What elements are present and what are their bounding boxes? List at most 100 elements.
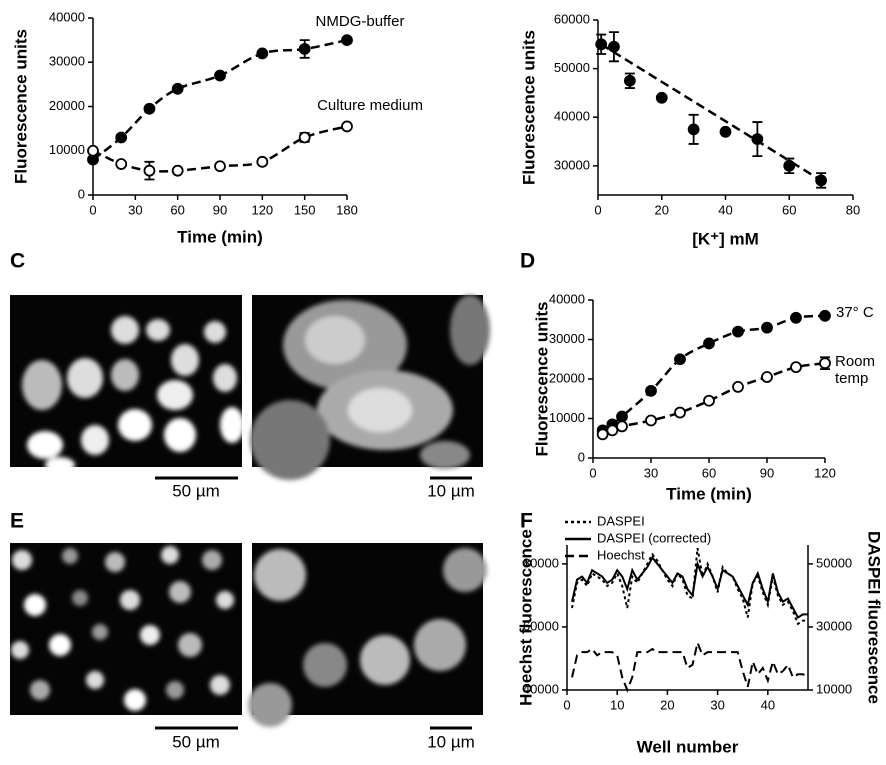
- data-point: [645, 414, 657, 427]
- data-point: [115, 158, 128, 170]
- panel-label: C: [10, 250, 25, 273]
- x-tick-label: 0: [589, 465, 596, 480]
- panel-label: D: [520, 250, 535, 273]
- x-axis-label: Time (min): [666, 484, 752, 503]
- y-tick-label: 0: [78, 186, 85, 201]
- data-point: [783, 159, 796, 172]
- x-tick-label: 80: [846, 202, 860, 217]
- x-tick-label: 90: [213, 202, 227, 217]
- series-label: Room temp: [835, 353, 876, 387]
- x-axis-label: [K⁺] mM: [692, 229, 759, 248]
- y-tick-label: 10000: [49, 142, 85, 157]
- data-point: [703, 394, 715, 407]
- data-point: [732, 325, 744, 338]
- panel-label: E: [10, 510, 24, 533]
- x-tick-label: 0: [594, 202, 601, 217]
- data-point: [87, 144, 99, 157]
- data-point: [751, 133, 764, 145]
- series-line: [571, 639, 809, 693]
- data-point: [171, 82, 184, 95]
- x-tick-label: 120: [251, 202, 273, 217]
- series-label: NMDG-buffer: [316, 13, 405, 30]
- data-point: [674, 353, 686, 366]
- data-point: [655, 91, 668, 104]
- data-point: [819, 309, 831, 322]
- x-axis-label: Time (min): [177, 227, 263, 246]
- x-tick-label: 40: [718, 202, 732, 217]
- legend-label: DASPEI: [597, 513, 645, 528]
- y-tick-label: 30000: [549, 331, 585, 346]
- y2-tick-label: 10000: [816, 681, 852, 696]
- data-point: [214, 160, 226, 173]
- y2-axis-label: DASPEI fluorescence: [865, 531, 884, 704]
- y-axis-label: Fluorescence units: [519, 30, 538, 185]
- scale-bar-label: 10 µm: [427, 732, 475, 751]
- y-axis-label: Fluorescence units: [532, 302, 551, 457]
- x-tick-label: 30: [128, 202, 142, 217]
- data-point: [623, 74, 636, 87]
- scale-bar-label: 50 µm: [172, 732, 220, 751]
- legend-label: DASPEI (corrected): [597, 530, 711, 545]
- scale-bar-label: 50 µm: [172, 481, 220, 500]
- data-point: [115, 131, 128, 144]
- data-point: [256, 155, 269, 168]
- y-tick-label: 40000: [49, 9, 85, 24]
- x-tick-label: 60: [702, 465, 716, 480]
- x-tick-label: 20: [660, 697, 674, 712]
- x-tick-label: 0: [563, 697, 570, 712]
- y-tick-label: 60000: [523, 618, 559, 633]
- data-point: [761, 371, 773, 383]
- data-point: [761, 321, 773, 334]
- y-tick-label: 30000: [49, 54, 85, 69]
- data-point: [298, 131, 311, 144]
- y-tick-label: 0: [578, 449, 585, 464]
- scale-bar-label: 10 µm: [427, 481, 475, 500]
- data-point: [143, 164, 156, 177]
- legend-label: Hoechst: [597, 547, 645, 562]
- y-axis-label: Fluorescence units: [11, 29, 30, 184]
- data-point: [790, 311, 802, 324]
- y-tick-label: 20000: [49, 98, 85, 113]
- y-tick-label: 30000: [554, 157, 590, 172]
- micrograph: [10, 295, 490, 480]
- y-tick-label: 10000: [549, 410, 585, 425]
- data-point: [819, 357, 831, 370]
- x-tick-label: 10: [610, 697, 624, 712]
- data-point: [790, 361, 802, 374]
- x-tick-label: 150: [294, 202, 316, 217]
- data-point: [703, 337, 715, 350]
- series-label: 37° C: [836, 304, 874, 321]
- y-tick-label: 60000: [554, 11, 590, 26]
- x-tick-label: 180: [336, 202, 358, 217]
- y2-tick-label: 30000: [816, 618, 852, 633]
- data-point: [674, 406, 686, 419]
- x-tick-label: 60: [782, 202, 796, 217]
- y-tick-label: 40000: [549, 291, 585, 306]
- data-point: [143, 102, 156, 115]
- y-axis-label: Hoechst fluorescence: [516, 529, 535, 706]
- x-tick-label: 90: [760, 465, 774, 480]
- x-tick-label: 20: [655, 202, 669, 217]
- data-point: [171, 164, 184, 177]
- data-point: [645, 384, 657, 397]
- data-point: [616, 410, 628, 423]
- data-point: [595, 38, 608, 51]
- data-point: [606, 424, 619, 437]
- x-tick-label: 40: [761, 697, 775, 712]
- data-point: [214, 69, 226, 82]
- data-point: [298, 43, 311, 55]
- data-point: [341, 120, 353, 133]
- y-tick-label: 20000: [549, 370, 585, 385]
- y-tick-label: 40000: [554, 109, 590, 124]
- x-tick-label: 60: [170, 202, 184, 217]
- data-point: [596, 428, 609, 441]
- data-point: [687, 123, 700, 136]
- data-point: [616, 420, 628, 433]
- series-line: [600, 43, 822, 182]
- data-point: [719, 125, 732, 138]
- series-line: [602, 314, 826, 432]
- data-point: [341, 34, 353, 47]
- x-tick-label: 30: [710, 697, 724, 712]
- data-point: [608, 40, 620, 53]
